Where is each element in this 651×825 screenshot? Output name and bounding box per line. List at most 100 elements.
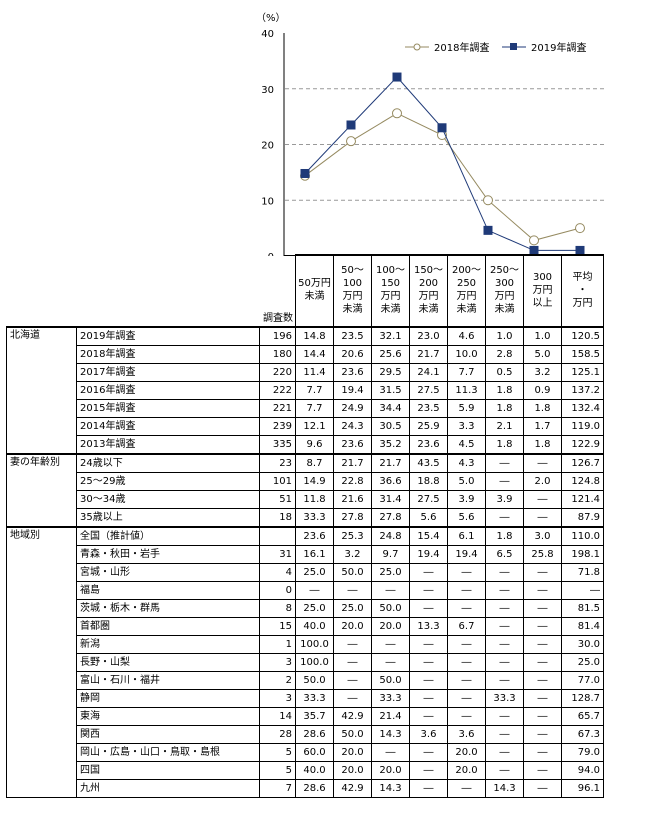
data-point xyxy=(346,136,356,147)
value-cell: ― xyxy=(485,760,524,780)
value-cell: 34.4 xyxy=(371,398,410,418)
value-cell: 1.8 xyxy=(523,398,562,418)
value-cell: 100.0 xyxy=(295,634,334,654)
value-cell: ― xyxy=(371,580,410,600)
value-cell: 3.2 xyxy=(523,362,562,382)
value-cell: 2.8 xyxy=(485,344,524,364)
value-cell: 13.3 xyxy=(409,616,448,636)
header-spacer xyxy=(7,255,260,327)
row-label: 茨城・栃木・群馬 xyxy=(76,598,260,618)
column-header-line: 250～ xyxy=(489,265,520,277)
table-row: 富山・石川・福井 2 50.0 ― 50.0 ― ― ― ― 77.0 xyxy=(7,670,604,690)
sample-count: 3 xyxy=(259,688,296,708)
value-cell: 14.4 xyxy=(295,344,334,364)
table-row: 35歳以上 18 33.3 27.8 27.8 5.6 5.6 ― ― 87.9 xyxy=(7,507,604,527)
table-row: 静岡 3 33.3 ― 33.3 ― ― 33.3 ― 128.7 xyxy=(7,688,604,708)
value-cell: ― xyxy=(447,670,486,690)
sample-count: 101 xyxy=(259,471,296,491)
row-label: 関西 xyxy=(76,724,260,744)
value-cell: 18.8 xyxy=(409,471,448,491)
column-header: 300 万円 以上 xyxy=(523,254,562,327)
group-label: 地域別 xyxy=(6,525,77,798)
sample-count: 239 xyxy=(259,416,296,436)
data-point xyxy=(346,120,356,130)
value-cell: ― xyxy=(447,580,486,600)
table-row: 関西 28 28.6 50.0 14.3 3.6 3.6 ― ― 67.3 xyxy=(7,724,604,744)
row-label: 宮城・山形 xyxy=(76,562,260,582)
sample-count: 335 xyxy=(259,434,296,454)
value-cell: ― xyxy=(447,634,486,654)
row-label: 首都圏 xyxy=(76,616,260,636)
average-cell: 158.5 xyxy=(561,344,604,364)
table-row: 2015年調査 221 7.7 24.9 34.4 23.5 5.9 1.8 1.8 132.4 xyxy=(7,398,604,418)
column-header-line: 万円 xyxy=(494,291,515,303)
value-cell: 1.8 xyxy=(485,525,524,546)
value-cell: 12.1 xyxy=(295,416,334,436)
average-cell: 110.0 xyxy=(561,525,604,546)
column-header: 250～ 300 万円 未満 xyxy=(485,254,524,327)
value-cell: ― xyxy=(523,724,562,744)
value-cell: 32.1 xyxy=(371,325,410,346)
value-cell: 25.0 xyxy=(295,598,334,618)
value-cell: ― xyxy=(485,452,524,473)
value-cell: 25.8 xyxy=(523,544,562,564)
data-point xyxy=(529,245,539,255)
table-row: 新潟 1 100.0 ― ― ― ― ― ― 30.0 xyxy=(7,634,604,654)
column-header-line: 未満 xyxy=(380,304,401,316)
series xyxy=(300,72,585,255)
average-cell: 67.3 xyxy=(561,724,604,744)
value-cell: 24.3 xyxy=(333,416,372,436)
value-cell: 25.0 xyxy=(333,598,372,618)
average-cell: 198.1 xyxy=(561,544,604,564)
value-cell: 2.1 xyxy=(485,416,524,436)
y-axis-unit-label: （%） xyxy=(256,12,286,24)
value-cell: ― xyxy=(523,760,562,780)
value-cell: 23.6 xyxy=(333,434,372,454)
value-cell: 11.4 xyxy=(295,362,334,382)
row-label: 東海 xyxy=(76,706,260,726)
value-cell: 16.1 xyxy=(295,544,334,564)
legend-marker-2019 xyxy=(510,43,517,50)
value-cell: 36.6 xyxy=(371,471,410,491)
sample-count: 196 xyxy=(259,325,296,346)
value-cell: 23.5 xyxy=(333,325,372,346)
average-cell: 71.8 xyxy=(561,562,604,582)
value-cell: 50.0 xyxy=(333,562,372,582)
sample-count: 220 xyxy=(259,362,296,382)
value-cell: 1.0 xyxy=(485,325,524,346)
value-cell: 7.7 xyxy=(447,362,486,382)
value-cell: 60.0 xyxy=(295,742,334,762)
column-header-line: 万円 xyxy=(532,284,553,296)
value-cell: ― xyxy=(523,778,562,798)
column-header-line: 300 xyxy=(494,278,515,290)
value-cell: 8.7 xyxy=(295,452,334,473)
y-tick-label: 10 xyxy=(261,196,274,207)
value-cell: 23.0 xyxy=(409,325,448,346)
average-cell: 120.5 xyxy=(561,325,604,346)
value-cell: ― xyxy=(409,670,448,690)
sample-count: 222 xyxy=(259,380,296,400)
value-cell: 25.9 xyxy=(409,416,448,436)
value-cell: 31.4 xyxy=(371,489,410,509)
value-cell: ― xyxy=(447,778,486,798)
value-cell: ― xyxy=(371,634,410,654)
column-header-line: 万円 xyxy=(342,291,363,303)
column-header-line: ・ xyxy=(577,284,588,296)
column-header: 平均・万円 xyxy=(561,254,604,327)
row-label: 25～29歳 xyxy=(76,471,260,491)
column-header-line: 300 xyxy=(532,271,553,283)
value-cell: ― xyxy=(371,652,410,672)
value-cell: 21.4 xyxy=(371,706,410,726)
value-cell: 4.3 xyxy=(447,452,486,473)
value-cell: 19.4 xyxy=(447,544,486,564)
legend-label-2018: 2018年調査 xyxy=(434,41,489,54)
group-label: 妻の年齢別 xyxy=(6,452,77,527)
value-cell: 19.4 xyxy=(409,544,448,564)
row-label: 福島 xyxy=(76,580,260,600)
sample-count: 3 xyxy=(259,652,296,672)
value-cell: 27.8 xyxy=(371,507,410,527)
value-cell: ― xyxy=(523,616,562,636)
value-cell: ― xyxy=(295,580,334,600)
row-label: 24歳以下 xyxy=(76,452,260,473)
value-cell: 33.3 xyxy=(295,688,334,708)
